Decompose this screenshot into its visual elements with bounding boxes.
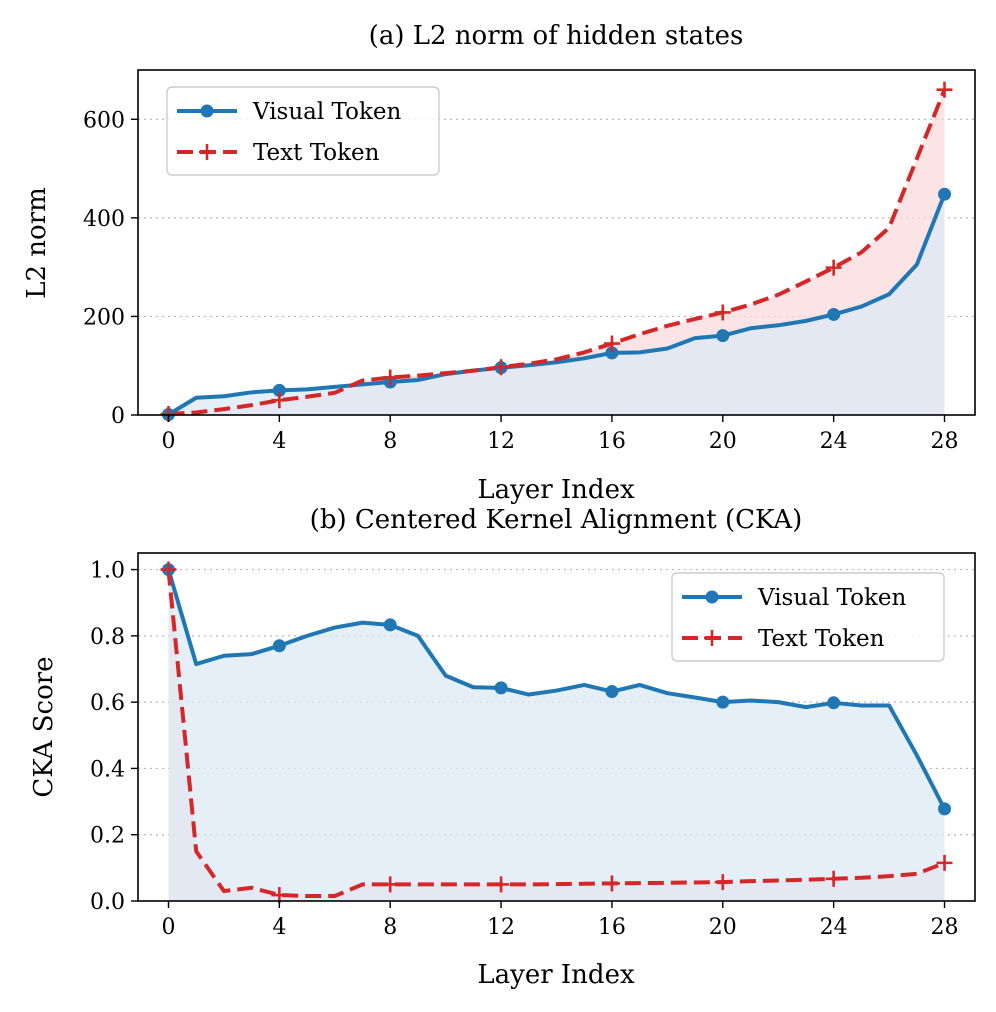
cka-markers (160, 561, 953, 904)
cka-y-tick-label: 0.2 (90, 824, 125, 849)
cka-x-tick-label: 0 (161, 915, 175, 940)
cka-chart-title: (b) Centered Kernel Alignment (CKA) (310, 505, 803, 535)
l2-text-point (936, 81, 953, 98)
l2-visual-point (605, 346, 619, 360)
l2-text-point (603, 335, 620, 352)
l2-visual-area (168, 194, 945, 415)
cka-y-tick-label: 0.6 (90, 691, 125, 716)
l2-chart-title: (a) L2 norm of hidden states (369, 21, 744, 51)
cka-legend-entry-text: Text Token (682, 626, 885, 652)
cka-x-tick-label: 24 (820, 915, 848, 940)
cka-x-axis-label: Layer Index (477, 960, 635, 990)
l2-x-tick-label: 28 (931, 429, 959, 454)
cka-visual-point (938, 802, 952, 816)
cka-y-tick-label: 0.8 (90, 625, 125, 650)
l2-markers (160, 81, 953, 423)
l2-x-tick-label: 8 (383, 429, 397, 454)
l2-legend-label: Visual Token (252, 99, 402, 125)
l2-legend-label: Text Token (253, 140, 380, 166)
l2-x-tick-label: 0 (161, 429, 175, 454)
l2-x-ticks: 0 4 8 12 16 20 24 28 (161, 415, 959, 454)
cka-x-tick-label: 28 (931, 915, 959, 940)
cka-y-tick-label: 1.0 (90, 559, 125, 584)
cka-x-tick-label: 12 (487, 915, 515, 940)
cka-text-point (160, 561, 177, 578)
l2-x-tick-label: 4 (272, 429, 286, 454)
cka-text-point (603, 875, 620, 892)
cka-legend-label: Text Token (758, 626, 885, 652)
cka-text-line (166, 569, 946, 899)
cka-text-point (714, 874, 731, 891)
cka-visual-point (494, 681, 508, 695)
cka-y-tick-label: 0.0 (90, 890, 125, 915)
l2-x-tick-label: 20 (709, 429, 737, 454)
cka-y-axis-label: CKA Score (29, 656, 59, 797)
l2-legend-entry-text: Text Token (177, 140, 380, 166)
l2-text-line (168, 88, 947, 417)
cka-visual-point (605, 685, 619, 699)
cka-x-tick-label: 4 (272, 915, 286, 940)
cka-text-point (936, 854, 953, 871)
cka-x-tick-label: 8 (383, 915, 397, 940)
cka-text-point (493, 876, 510, 893)
l2-x-tick-label: 16 (598, 429, 626, 454)
l2-x-tick-label: 12 (487, 429, 515, 454)
l2-y-axis-label: L2 norm (22, 187, 52, 299)
cka-visual-point (272, 639, 286, 653)
cka-plot-frame (137, 552, 976, 902)
l2-area-fills (168, 89, 945, 415)
l2-text-point (271, 392, 288, 409)
cka-legend-entry-visual: Visual Token (682, 585, 907, 611)
cka-x-ticks: 0 4 8 12 16 20 24 28 (161, 901, 959, 940)
l2-norm-chart: (a) L2 norm of hidden states 0 4 8 12 16 20 24… (22, 21, 976, 505)
cka-visual-point (716, 695, 730, 709)
l2-text-point (382, 369, 399, 386)
l2-legend: Visual Token Text Token (166, 86, 440, 176)
l2-text-point (714, 304, 731, 321)
l2-y-ticks: 0 200 400 600 (83, 108, 138, 429)
cka-x-tick-label: 20 (709, 915, 737, 940)
l2-visual-line (167, 193, 947, 417)
l2-x-axis-label: Layer Index (477, 475, 635, 505)
cka-legend: Visual Token Text Token (671, 572, 945, 662)
cka-series-lines (166, 569, 947, 899)
cka-y-ticks: 0.0 0.2 0.4 0.6 0.8 1.0 (90, 559, 138, 915)
cka-x-tick-label: 16 (598, 915, 626, 940)
cka-chart: (b) Centered Kernel Alignment (CKA) 0 4 8 1… (29, 505, 976, 990)
l2-series-lines (167, 88, 947, 417)
l2-y-tick-label: 600 (83, 108, 125, 133)
l2-text-point (825, 259, 842, 276)
cka-text-point (825, 870, 842, 887)
cka-visual-point (827, 696, 841, 710)
l2-plot-frame (137, 69, 976, 416)
l2-x-tick-label: 24 (820, 429, 848, 454)
cka-y-tick-label: 0.4 (90, 757, 125, 782)
l2-legend-entry-visual: Visual Token (177, 99, 402, 125)
cka-visual-line (166, 569, 947, 810)
l2-text-point (493, 359, 510, 376)
l2-y-tick-label: 200 (83, 305, 125, 330)
l2-visual-point (716, 329, 730, 343)
cka-legend-label: Visual Token (757, 585, 907, 611)
cka-visual-point (383, 618, 397, 632)
cka-text-point (382, 876, 399, 893)
l2-y-tick-label: 0 (111, 404, 125, 429)
l2-visual-point (827, 307, 841, 321)
cka-visual-area (168, 569, 945, 901)
cka-area-fills (168, 569, 945, 901)
l2-visual-point (272, 383, 286, 397)
l2-y-tick-label: 400 (83, 207, 125, 232)
l2-visual-point (938, 187, 952, 201)
